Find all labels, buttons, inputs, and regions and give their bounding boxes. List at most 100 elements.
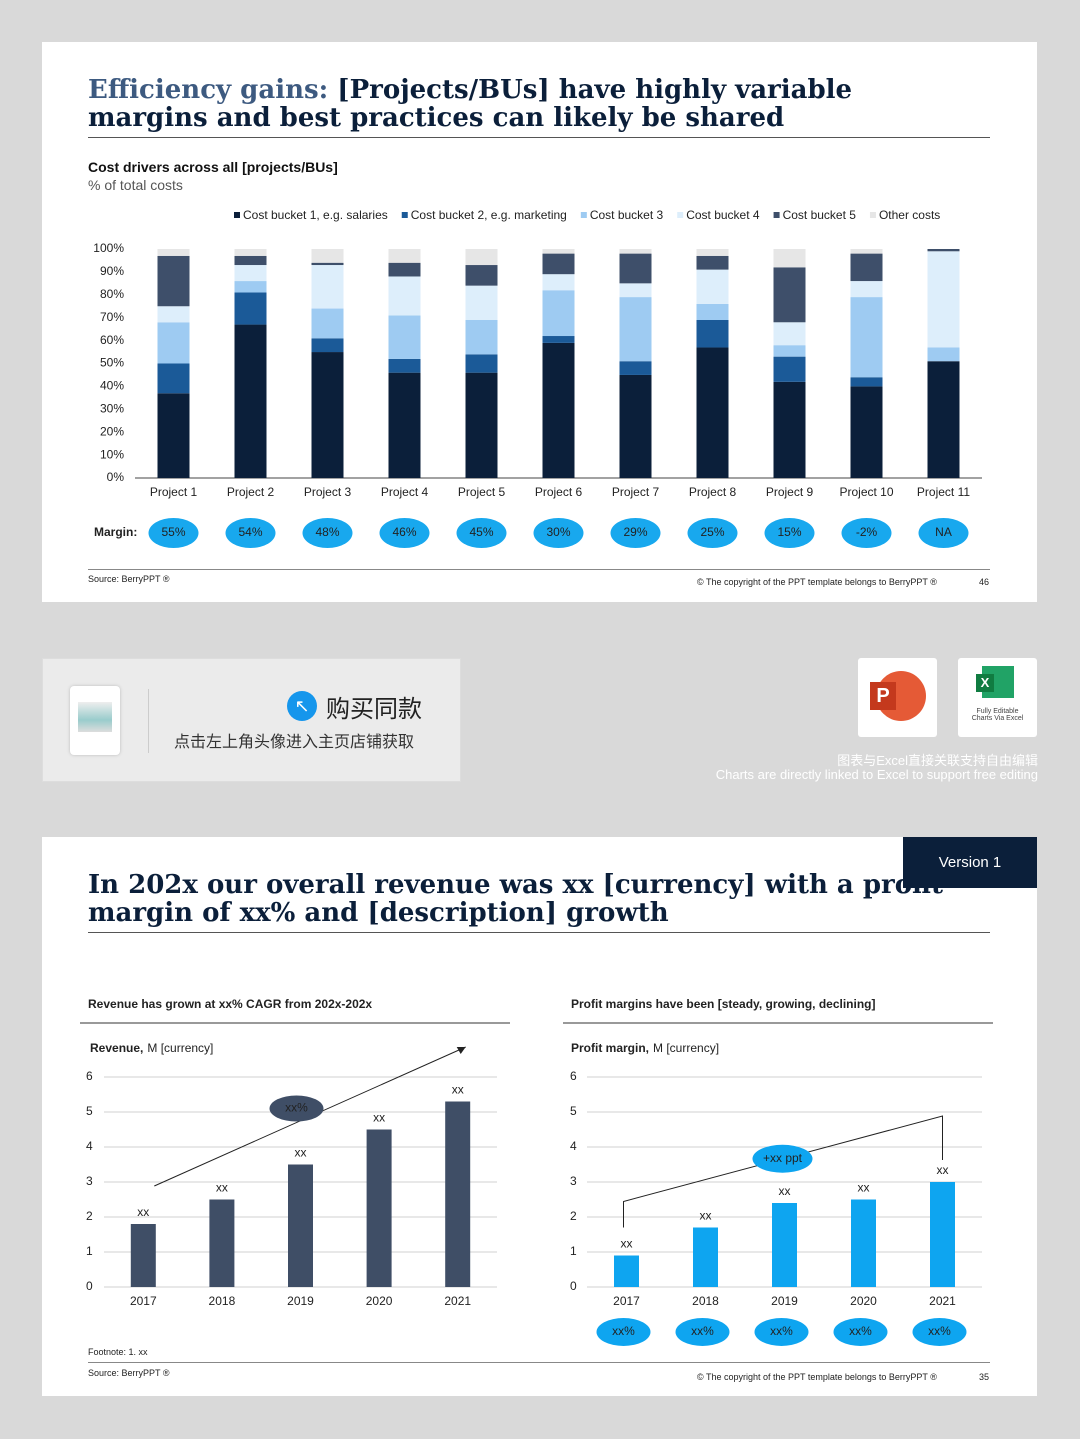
margin-value: NA [935, 525, 952, 539]
bar-segment [542, 274, 575, 291]
margin-value: 55% [161, 525, 185, 539]
footer-rule [88, 1362, 990, 1363]
axis-unit: M [currency] [147, 1041, 213, 1055]
bar-segment [542, 336, 575, 343]
margin-pill [610, 518, 661, 548]
bar-segment [311, 352, 344, 478]
source: Source: BerryPPT ® [88, 574, 170, 584]
bar-segment [234, 292, 267, 325]
bar-segment [311, 265, 344, 309]
legend-swatch [580, 212, 587, 218]
bottom-pill [833, 1318, 888, 1346]
bar-segment [850, 377, 883, 387]
margin-pill [302, 518, 353, 548]
x-tick-label: 2020 [850, 1294, 877, 1308]
x-tick-label: 2020 [366, 1294, 393, 1308]
bar-segment [696, 269, 729, 304]
bar-segment [619, 374, 652, 478]
x-tick-label: 2021 [929, 1294, 956, 1308]
y-tick-label: 60% [100, 333, 124, 347]
bar [130, 1224, 156, 1287]
thumbnail-image [78, 702, 112, 732]
button-label[interactable]: 购买同款 [326, 696, 422, 723]
slide-title: In 202x our overall revenue was xx [curr… [88, 870, 943, 928]
x-tick-label: Project 7 [612, 485, 660, 499]
y-tick-label: 90% [100, 264, 124, 278]
bar-segment [696, 319, 729, 348]
y-tick-label: 4 [570, 1139, 577, 1153]
page-number: 35 [979, 1372, 990, 1382]
bar-segment [388, 249, 421, 263]
y-tick-label: 4 [86, 1139, 93, 1153]
legend-label: Cost bucket 1, e.g. salaries [243, 208, 388, 222]
legend-swatch [677, 212, 684, 218]
bar [693, 1227, 718, 1287]
bar-segment [850, 249, 883, 254]
bottom-label: xx% [849, 1324, 872, 1338]
bar-segment [311, 249, 344, 263]
banner[interactable]: ↖ 购买同款 点击左上角头像进入主页店铺获取 [42, 658, 461, 782]
axis-label: Revenue, [90, 1041, 143, 1055]
bar-segment [619, 253, 652, 284]
copyright: © The copyright of the PPT template belo… [697, 577, 937, 587]
bar-segment [311, 308, 344, 339]
x-tick-label: 2021 [444, 1294, 471, 1308]
bar-segment [388, 372, 421, 478]
source: Source: BerryPPT ® [88, 1368, 170, 1378]
bar-segment [850, 281, 883, 298]
y-tick-label: 10% [100, 447, 124, 461]
bar-segment [157, 306, 190, 323]
legend-swatch [234, 212, 240, 218]
y-tick-label: 100% [93, 241, 124, 255]
x-tick-label: Project 3 [304, 485, 352, 499]
bar-segment [465, 265, 498, 286]
x-tick-label: Project 5 [458, 485, 506, 499]
bar-segment [388, 358, 421, 373]
bar [288, 1164, 313, 1287]
bar-segment [773, 267, 806, 323]
y-tick-label: 0 [570, 1279, 577, 1293]
bar-segment [850, 386, 883, 478]
ppt-icon: P [858, 658, 937, 737]
bar-segment [542, 290, 575, 337]
footer-rule [88, 569, 990, 570]
bar-segment [234, 255, 267, 266]
title-text: [Projects/BUs] have highly variable marg… [88, 75, 853, 133]
legend-swatch [869, 212, 876, 218]
bar-segment [619, 283, 652, 298]
margin-pill [687, 518, 738, 548]
ppt-letter: P [870, 682, 896, 710]
bar-segment [542, 249, 575, 254]
value-label: xx [700, 1209, 712, 1223]
bar-segment [696, 303, 729, 320]
bar-segment [465, 354, 498, 373]
value-label: xx [779, 1184, 791, 1198]
margin-pill [533, 518, 584, 548]
x-tick-label: 2019 [287, 1294, 314, 1308]
excel-letter: X [976, 674, 994, 692]
bar-segment [619, 249, 652, 254]
bar-segment [157, 255, 190, 307]
bar-segment [234, 249, 267, 256]
bar [209, 1199, 235, 1287]
margin-pill [379, 518, 430, 548]
bar-segment [773, 345, 806, 357]
annotation-pill [752, 1144, 813, 1173]
y-tick-label: 1 [570, 1244, 577, 1258]
title-rule [88, 932, 990, 933]
bottom-label: xx% [928, 1324, 951, 1338]
margin-value: 48% [315, 525, 339, 539]
bar-segment [542, 342, 575, 478]
x-tick-label: Project 9 [766, 485, 814, 499]
bar-segment [234, 265, 267, 282]
title-lead: Efficiency gains: [88, 75, 329, 105]
y-tick-label: 5 [86, 1104, 93, 1118]
bar-segment [157, 322, 190, 364]
x-tick-label: Project 4 [381, 485, 429, 499]
margin-label: Margin: [94, 525, 137, 539]
bar-segment [773, 356, 806, 382]
bar-segment [388, 262, 421, 277]
x-tick-label: 2019 [771, 1294, 798, 1308]
y-tick-label: 50% [100, 356, 124, 370]
